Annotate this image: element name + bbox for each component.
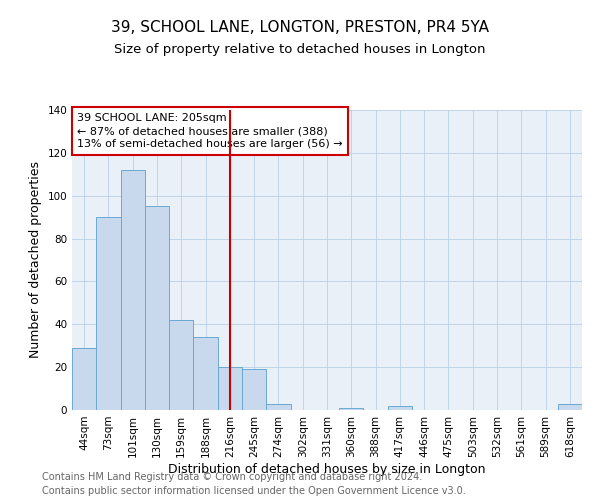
Bar [145,206,169,410]
Bar [193,337,218,410]
Bar [388,406,412,410]
Bar [558,404,582,410]
Bar [218,367,242,410]
Bar [121,170,145,410]
Y-axis label: Number of detached properties: Number of detached properties [29,162,42,358]
Bar [169,320,193,410]
Bar [339,408,364,410]
Bar [266,404,290,410]
Bar [96,217,121,410]
Text: 39, SCHOOL LANE, LONGTON, PRESTON, PR4 5YA: 39, SCHOOL LANE, LONGTON, PRESTON, PR4 5… [111,20,489,35]
Text: Contains public sector information licensed under the Open Government Licence v3: Contains public sector information licen… [42,486,466,496]
Bar [242,370,266,410]
Text: Contains HM Land Registry data © Crown copyright and database right 2024.: Contains HM Land Registry data © Crown c… [42,472,422,482]
Bar [72,348,96,410]
Text: 39 SCHOOL LANE: 205sqm
← 87% of detached houses are smaller (388)
13% of semi-de: 39 SCHOOL LANE: 205sqm ← 87% of detached… [77,113,343,150]
X-axis label: Distribution of detached houses by size in Longton: Distribution of detached houses by size … [168,462,486,475]
Text: Size of property relative to detached houses in Longton: Size of property relative to detached ho… [114,42,486,56]
